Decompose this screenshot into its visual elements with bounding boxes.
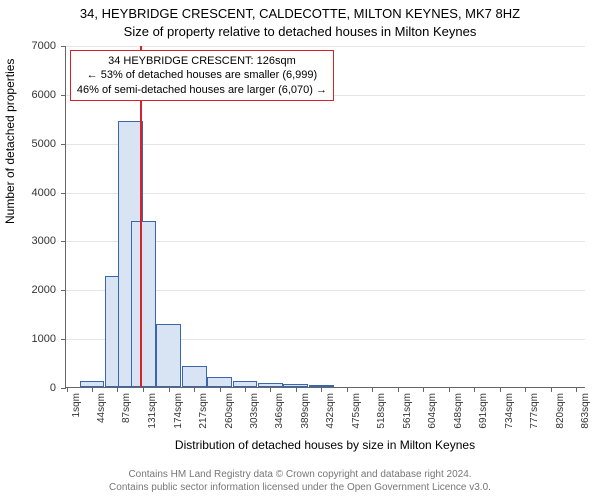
annotation-line-2: ← 53% of detached houses are smaller (6,… xyxy=(77,68,327,82)
x-tick-mark xyxy=(551,387,552,392)
x-tick-mark xyxy=(321,387,322,392)
x-tick-label: 303sqm xyxy=(249,393,260,429)
y-tick-mark xyxy=(61,193,66,194)
x-tick-mark xyxy=(500,387,501,392)
grid-line xyxy=(66,46,585,47)
chart-container: 34, HEYBRIDGE CRESCENT, CALDECOTTE, MILT… xyxy=(0,0,600,500)
x-tick-label: 518sqm xyxy=(376,393,387,429)
footer-line-2: Contains public sector information licen… xyxy=(0,481,600,494)
y-tick-label: 0 xyxy=(50,382,56,394)
x-tick-mark xyxy=(347,387,348,392)
x-tick-label: 87sqm xyxy=(121,393,132,423)
x-tick-mark xyxy=(449,387,450,392)
plot-area: 010002000300040005000600070001sqm44sqm87… xyxy=(65,46,585,388)
y-tick-label: 5000 xyxy=(32,138,56,150)
histogram-bar xyxy=(233,381,258,387)
y-tick-label: 3000 xyxy=(32,235,56,247)
grid-line xyxy=(66,144,585,145)
x-tick-mark xyxy=(576,387,577,392)
footer-line-1: Contains HM Land Registry data © Crown c… xyxy=(0,468,600,481)
histogram-bar xyxy=(283,384,308,387)
x-tick-mark xyxy=(525,387,526,392)
x-tick-mark xyxy=(423,387,424,392)
x-tick-label: 432sqm xyxy=(325,393,336,429)
x-axis-label: Distribution of detached houses by size … xyxy=(65,438,585,452)
x-tick-label: 346sqm xyxy=(274,393,285,429)
x-tick-label: 691sqm xyxy=(478,393,489,429)
x-tick-mark xyxy=(117,387,118,392)
x-tick-mark xyxy=(169,387,170,392)
y-tick-mark xyxy=(61,46,66,47)
y-tick-mark xyxy=(61,388,66,389)
x-tick-mark xyxy=(67,387,68,392)
y-tick-label: 1000 xyxy=(32,333,56,345)
grid-line xyxy=(66,193,585,194)
histogram-bar xyxy=(207,377,232,387)
x-tick-mark xyxy=(474,387,475,392)
x-tick-mark xyxy=(296,387,297,392)
x-tick-mark xyxy=(194,387,195,392)
title-line-1: 34, HEYBRIDGE CRESCENT, CALDECOTTE, MILT… xyxy=(0,6,600,21)
x-tick-label: 260sqm xyxy=(224,393,235,429)
x-tick-mark xyxy=(372,387,373,392)
y-tick-label: 7000 xyxy=(32,40,56,52)
x-tick-label: 217sqm xyxy=(198,393,209,429)
x-tick-label: 174sqm xyxy=(173,393,184,429)
annotation-line-3: 46% of semi-detached houses are larger (… xyxy=(77,83,327,97)
footer-attribution: Contains HM Land Registry data © Crown c… xyxy=(0,468,600,494)
y-tick-label: 2000 xyxy=(32,284,56,296)
x-tick-label: 44sqm xyxy=(96,393,107,423)
y-tick-mark xyxy=(61,290,66,291)
x-tick-label: 131sqm xyxy=(147,393,158,429)
x-tick-label: 475sqm xyxy=(351,393,362,429)
x-tick-label: 863sqm xyxy=(580,393,591,429)
histogram-bar xyxy=(309,385,334,387)
x-tick-label: 1sqm xyxy=(71,393,82,417)
annotation-box: 34 HEYBRIDGE CRESCENT: 126sqm← 53% of de… xyxy=(70,50,334,101)
y-tick-label: 4000 xyxy=(32,187,56,199)
x-tick-label: 777sqm xyxy=(529,393,540,429)
y-tick-mark xyxy=(61,95,66,96)
y-tick-mark xyxy=(61,339,66,340)
histogram-bar xyxy=(131,221,156,387)
title-line-2: Size of property relative to detached ho… xyxy=(0,24,600,39)
x-tick-label: 389sqm xyxy=(300,393,311,429)
x-tick-label: 604sqm xyxy=(427,393,438,429)
x-tick-label: 820sqm xyxy=(555,393,566,429)
histogram-bar xyxy=(182,366,207,387)
annotation-line-1: 34 HEYBRIDGE CRESCENT: 126sqm xyxy=(77,54,327,68)
x-tick-mark xyxy=(92,387,93,392)
y-axis-label: Number of detached properties xyxy=(3,204,17,224)
x-tick-mark xyxy=(245,387,246,392)
histogram-bar xyxy=(156,324,181,387)
histogram-bar xyxy=(258,383,283,387)
x-tick-mark xyxy=(220,387,221,392)
x-tick-mark xyxy=(143,387,144,392)
histogram-bar xyxy=(80,381,105,387)
x-tick-mark xyxy=(398,387,399,392)
x-tick-label: 561sqm xyxy=(402,393,413,429)
y-tick-mark xyxy=(61,241,66,242)
x-tick-mark xyxy=(270,387,271,392)
y-tick-label: 6000 xyxy=(32,89,56,101)
y-tick-mark xyxy=(61,144,66,145)
x-tick-label: 734sqm xyxy=(504,393,515,429)
x-tick-label: 648sqm xyxy=(453,393,464,429)
